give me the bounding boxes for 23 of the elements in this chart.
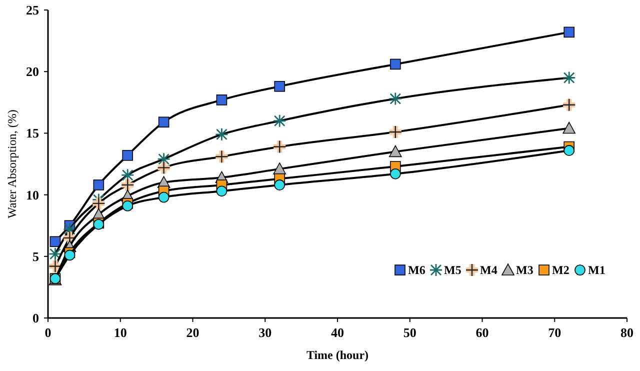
y-tick-label: 10	[26, 187, 39, 202]
y-tick-label: 15	[26, 126, 40, 141]
legend-label: M5	[444, 263, 462, 277]
y-tick-label: 20	[26, 64, 39, 80]
legend-label: M4	[480, 263, 498, 277]
x-tick-label: 70	[548, 325, 562, 340]
y-tick-label: 5	[32, 248, 40, 264]
x-tick-label: 50	[403, 325, 416, 340]
x-tick-label: 0	[44, 325, 52, 340]
legend-label: M1	[588, 263, 606, 277]
legend-label: M3	[516, 263, 534, 277]
y-tick-label: 0	[32, 310, 39, 326]
legend-label: M2	[552, 263, 570, 277]
x-tick-label: 20	[186, 325, 200, 340]
x-tick-label: 80	[620, 325, 634, 340]
y-axis-title: Water Absorption, (%)	[5, 110, 19, 218]
x-tick-label: 60	[476, 325, 489, 340]
legend-label: M6	[408, 263, 426, 277]
x-tick-label: 10	[114, 325, 127, 340]
x-tick-label: 40	[331, 325, 344, 340]
x-tick-label: 30	[258, 325, 272, 340]
y-tick-label: 25	[26, 2, 40, 18]
x-axis-title: Time (hour)	[306, 348, 369, 362]
